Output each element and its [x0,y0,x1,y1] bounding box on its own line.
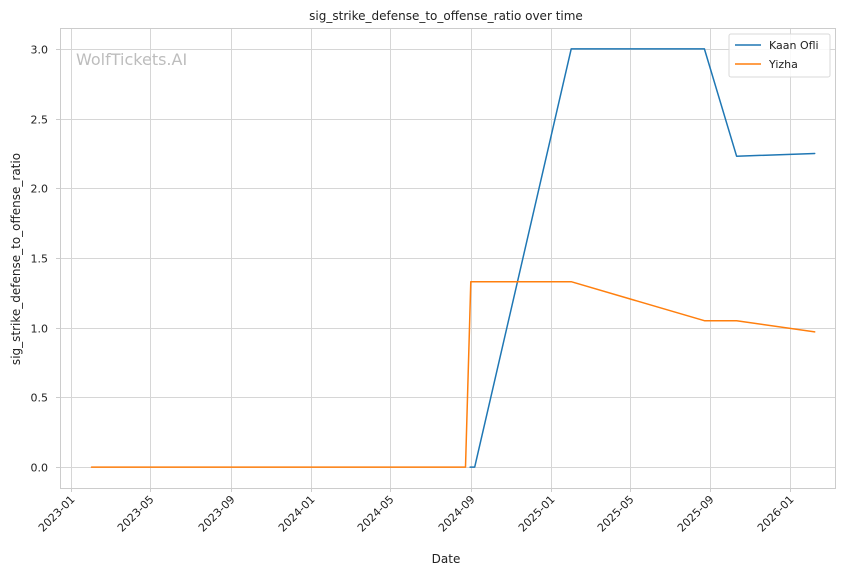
series-line-kaan-ofli [469,48,816,468]
y-tick-label: 2.5 [31,114,49,127]
x-axis-label: Date [432,552,461,566]
legend: Kaan Ofli Yizha [728,33,831,78]
chart-title: sig_strike_defense_to_offense_ratio over… [309,9,583,23]
series-line-yizha [90,280,816,468]
y-axis-label: sig_strike_defense_to_offense_ratio [9,153,23,365]
y-tick-label: 2.0 [31,183,49,196]
y-tick-label: 0.5 [31,392,49,405]
y-tick-label: 3.0 [31,44,49,57]
legend-label-yizha: Yizha [768,58,798,71]
legend-label-kaan-ofli: Kaan Ofli [769,39,819,52]
plot-area-border [60,28,836,489]
series-layer [90,48,816,468]
y-tick-label: 1.0 [31,323,49,336]
y-tick-label: 1.5 [31,253,49,266]
y-tick-label: 0.0 [31,462,49,475]
watermark: WolfTickets.AI [76,50,187,69]
